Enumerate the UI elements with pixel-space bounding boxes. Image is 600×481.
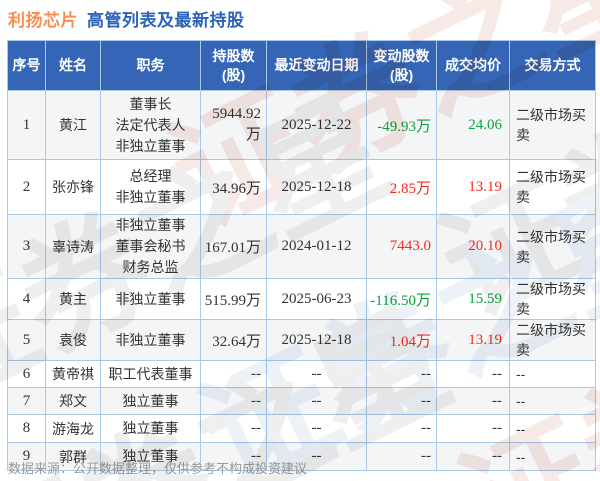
- header-cell-price: 成交均价: [436, 40, 510, 91]
- cell-position: 非独立董事: [100, 319, 201, 361]
- cell-row-number: 4: [7, 278, 46, 320]
- table-row: 9 郭群 独立董事 -- -- -- -- --: [7, 442, 596, 471]
- cell-avg-price: --: [436, 414, 510, 443]
- cell-trade-method: 二级市场买卖: [509, 319, 596, 361]
- cell-trade-method: 二级市场买卖: [509, 90, 596, 160]
- cell-avg-price: 13.19: [436, 319, 510, 361]
- cell-change-date: 2025-06-23: [266, 278, 367, 320]
- cell-avg-price: --: [436, 360, 510, 388]
- cell-position: 职工代表董事: [100, 360, 201, 388]
- cell-change-date: 2025-12-18: [266, 319, 367, 361]
- cell-row-number: 1: [7, 90, 46, 160]
- cell-shares-held: 34.96万: [200, 159, 267, 215]
- cell-change-date: --: [266, 360, 367, 388]
- header-cell-position: 职务: [100, 40, 201, 91]
- header-cell-change: 变动股数 (股): [366, 40, 437, 91]
- cell-trade-method: --: [509, 360, 596, 388]
- executive-holdings-table: 序号 姓名 职务 持股数 (股) 最近变动日期 变动股数 (股) 成交均价 交易…: [7, 40, 596, 471]
- table-body: 1 黄江 董事长 法定代表人 非独立董事 5944.92万 2025-12-22…: [7, 90, 596, 471]
- table-row: 5 袁俊 非独立董事 32.64万 2025-12-18 1.04万 13.19…: [7, 319, 596, 361]
- cell-share-change: 2.85万: [366, 159, 437, 215]
- cell-trade-method: --: [509, 442, 596, 471]
- table-row: 3 辜诗涛 非独立董事 董事会秘书 财务总监 167.01万 2024-01-1…: [7, 214, 596, 279]
- cell-change-date: 2025-12-22: [266, 90, 367, 160]
- cell-share-change: -49.93万: [366, 90, 437, 160]
- cell-row-number: 5: [7, 319, 46, 361]
- cell-avg-price: 24.06: [436, 90, 510, 160]
- cell-avg-price: --: [436, 442, 510, 471]
- cell-name: 张亦锋: [45, 159, 101, 215]
- cell-change-date: --: [266, 387, 367, 415]
- cell-share-change: 1.04万: [366, 319, 437, 361]
- cell-name: 黄帝祺: [45, 360, 101, 388]
- cell-shares-held: --: [200, 360, 267, 388]
- cell-avg-price: 13.19: [436, 159, 510, 215]
- cell-name: 黄主: [45, 278, 101, 320]
- cell-change-date: --: [266, 414, 367, 443]
- cell-avg-price: 15.59: [436, 278, 510, 320]
- cell-name: 黄江: [45, 90, 101, 160]
- cell-shares-held: --: [200, 414, 267, 443]
- header-cell-date: 最近变动日期: [266, 40, 367, 91]
- cell-change-date: --: [266, 442, 367, 471]
- cell-trade-method: 二级市场买卖: [509, 214, 596, 279]
- stock-name: 利扬芯片: [8, 11, 78, 30]
- cell-share-change: -116.50万: [366, 278, 437, 320]
- cell-share-change: 7443.0: [366, 214, 437, 279]
- header-cell-method: 交易方式: [509, 40, 596, 91]
- cell-change-date: 2024-01-12: [266, 214, 367, 279]
- cell-position: 总经理 非独立董事: [100, 159, 201, 215]
- cell-avg-price: --: [436, 387, 510, 415]
- cell-position: 非独立董事: [100, 278, 201, 320]
- cell-position: 独立董事: [100, 442, 201, 471]
- cell-shares-held: 515.99万: [200, 278, 267, 320]
- table-row: 8 游海龙 独立董事 -- -- -- -- --: [7, 414, 596, 443]
- cell-name: 郭群: [45, 442, 101, 471]
- cell-row-number: 2: [7, 159, 46, 215]
- table-row: 1 黄江 董事长 法定代表人 非独立董事 5944.92万 2025-12-22…: [7, 90, 596, 160]
- cell-shares-held: --: [200, 387, 267, 415]
- cell-shares-held: 5944.92万: [200, 90, 267, 160]
- cell-row-number: 7: [7, 387, 46, 415]
- table-row: 6 黄帝祺 职工代表董事 -- -- -- -- --: [7, 360, 596, 388]
- cell-row-number: 3: [7, 214, 46, 279]
- cell-name: 游海龙: [45, 414, 101, 443]
- cell-change-date: 2025-12-18: [266, 159, 367, 215]
- cell-shares-held: 167.01万: [200, 214, 267, 279]
- table-row: 4 黄主 非独立董事 515.99万 2025-06-23 -116.50万 1…: [7, 278, 596, 320]
- table-row: 7 郑文 独立董事 -- -- -- -- --: [7, 387, 596, 415]
- cell-position: 董事长 法定代表人 非独立董事: [100, 90, 201, 160]
- cell-trade-method: --: [509, 414, 596, 443]
- table-row: 2 张亦锋 总经理 非独立董事 34.96万 2025-12-18 2.85万 …: [7, 159, 596, 215]
- cell-share-change: --: [366, 387, 437, 415]
- cell-share-change: --: [366, 414, 437, 443]
- header-cell-no: 序号: [7, 40, 46, 91]
- cell-row-number: 9: [7, 442, 46, 471]
- cell-position: 独立董事: [100, 387, 201, 415]
- cell-avg-price: 20.10: [436, 214, 510, 279]
- header-cell-shares: 持股数 (股): [200, 40, 267, 91]
- cell-share-change: --: [366, 360, 437, 388]
- cell-position: 独立董事: [100, 414, 201, 443]
- cell-share-change: --: [366, 442, 437, 471]
- page-title: 利扬芯片 高管列表及最新持股: [8, 6, 245, 31]
- cell-name: 郑文: [45, 387, 101, 415]
- cell-position: 非独立董事 董事会秘书 财务总监: [100, 214, 201, 279]
- cell-name: 袁俊: [45, 319, 101, 361]
- table-header-row: 序号 姓名 职务 持股数 (股) 最近变动日期 变动股数 (股) 成交均价 交易…: [7, 40, 596, 91]
- cell-shares-held: 32.64万: [200, 319, 267, 361]
- cell-trade-method: 二级市场买卖: [509, 278, 596, 320]
- cell-name: 辜诗涛: [45, 214, 101, 279]
- footer-note: 数据来源：公开数据整理，仅供参考不构成投资建议: [8, 461, 308, 476]
- cell-row-number: 6: [7, 360, 46, 388]
- cell-trade-method: 二级市场买卖: [509, 159, 596, 215]
- title-text: 高管列表及最新持股: [87, 11, 245, 30]
- header-cell-name: 姓名: [45, 40, 101, 91]
- cell-row-number: 8: [7, 414, 46, 443]
- cell-trade-method: --: [509, 387, 596, 415]
